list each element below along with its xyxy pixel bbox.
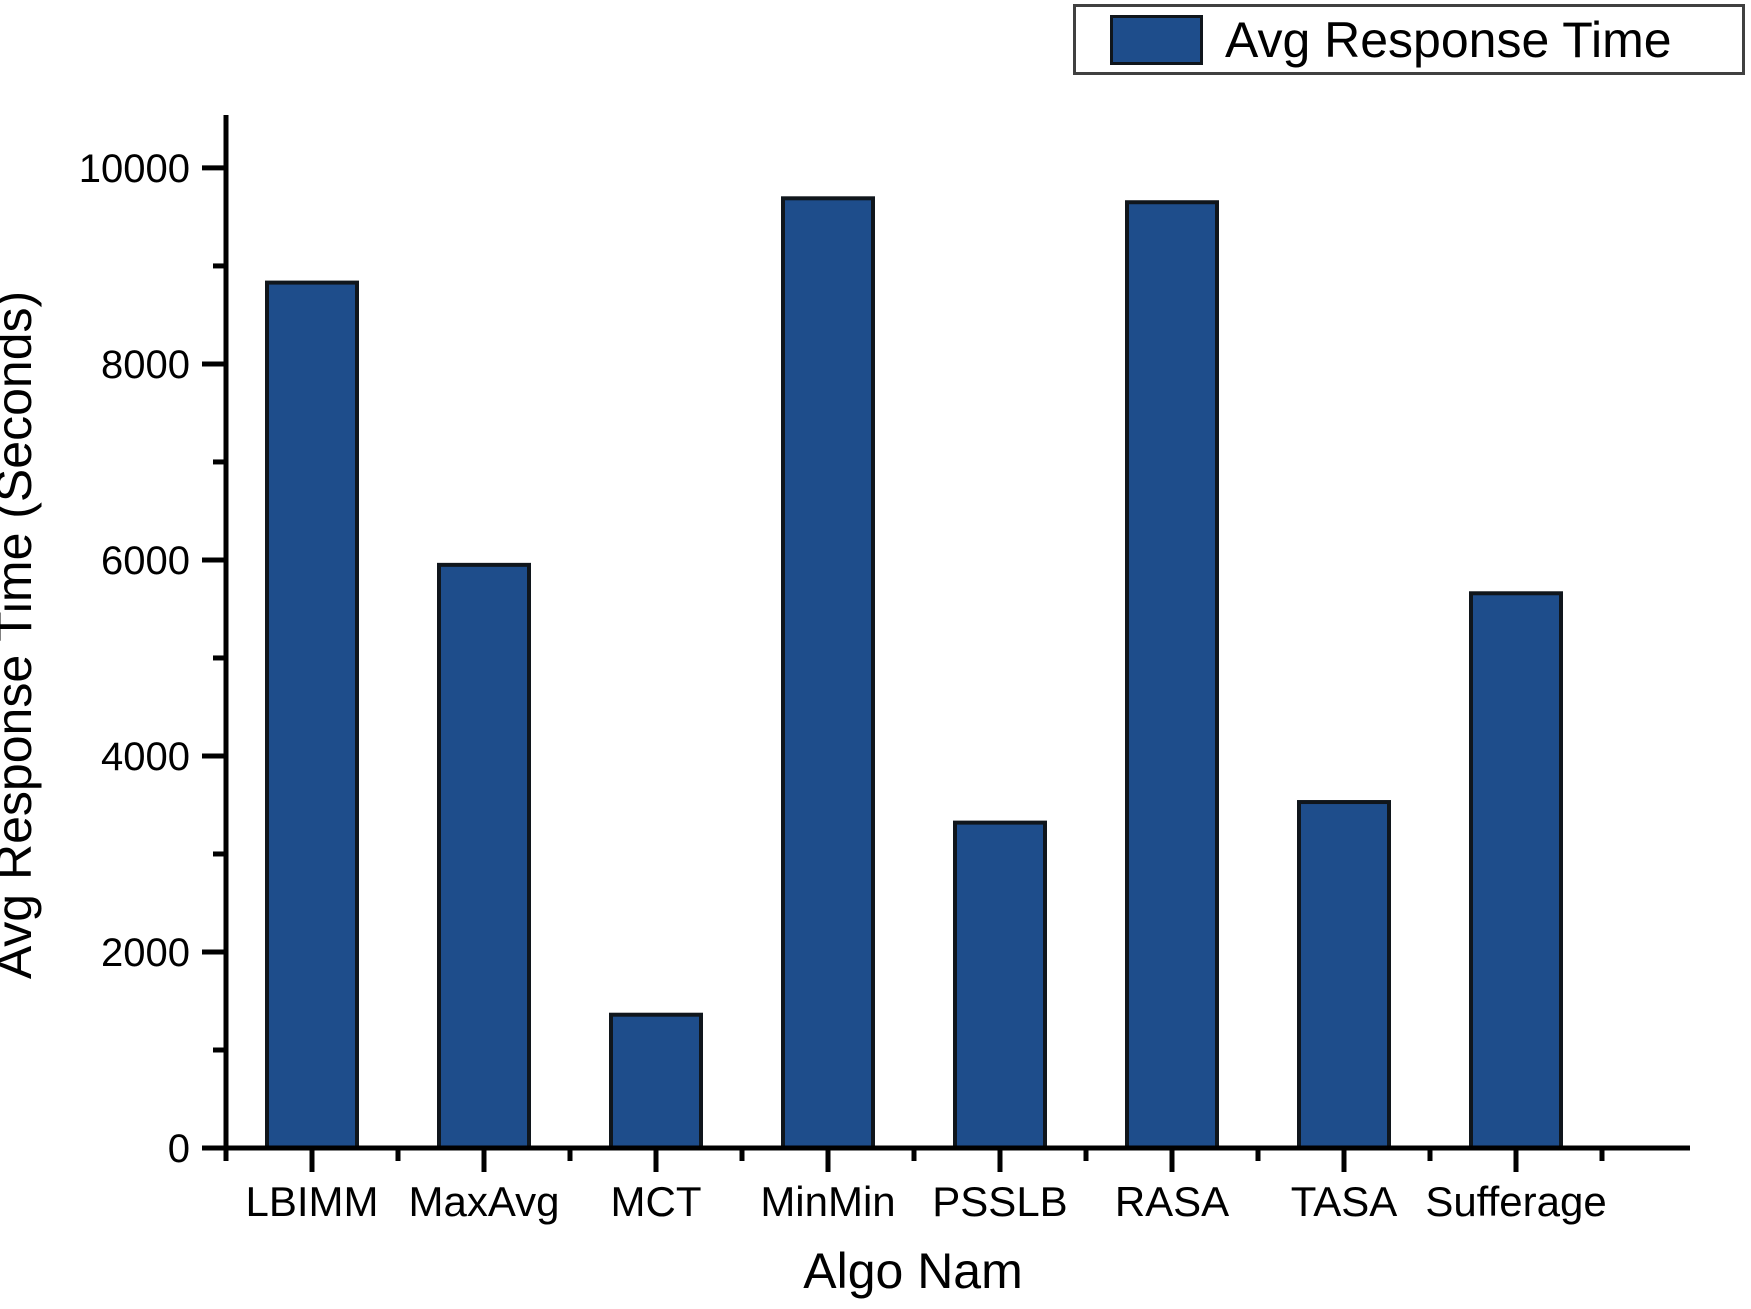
bar-MCT [609,1012,703,1150]
x-tick-label: RASA [1115,1178,1229,1225]
bar-MinMin [781,196,875,1150]
y-tick-label: 2000 [101,931,190,975]
bars-group [265,196,1563,1151]
x-axis-title: Algo Nam [0,1242,1751,1300]
bar-Sufferage [1469,591,1563,1150]
x-tick-label: Sufferage [1425,1178,1606,1225]
y-tick-label: 6000 [101,539,190,583]
bar-TASA [1297,800,1391,1150]
x-tick-label: MinMin [760,1178,895,1225]
y-tick-label: 8000 [101,343,190,387]
tick-labels-group: 0 2000 4000 6000 8000 10000 LBIMM MaxAvg MCT MinM… [79,147,1607,1225]
x-axis-title-text: Algo Nam [803,1243,1023,1299]
y-tick-label: 4000 [101,735,190,779]
y-tick-label: 10000 [79,147,190,191]
legend-swatch-icon [1110,14,1203,65]
bar-LBIMM [265,280,359,1151]
y-tick-label: 0 [168,1127,190,1171]
bar-PSSLB [953,820,1047,1150]
x-tick-label: TASA [1291,1178,1398,1225]
x-tick-label: MaxAvg [409,1178,560,1225]
axes-group [223,115,1690,1151]
ticks-group [202,165,1605,1172]
bar-MaxAvg [437,562,531,1150]
bar-RASA [1125,200,1219,1151]
x-tick-label: LBIMM [245,1178,378,1225]
x-tick-label: MCT [611,1178,702,1225]
legend: Avg Response Time [1073,4,1745,75]
y-axis-title-text: Avg Response Time (Seconds) [0,290,42,980]
x-tick-label: PSSLB [932,1178,1067,1225]
legend-label: Avg Response Time [1225,11,1672,68]
